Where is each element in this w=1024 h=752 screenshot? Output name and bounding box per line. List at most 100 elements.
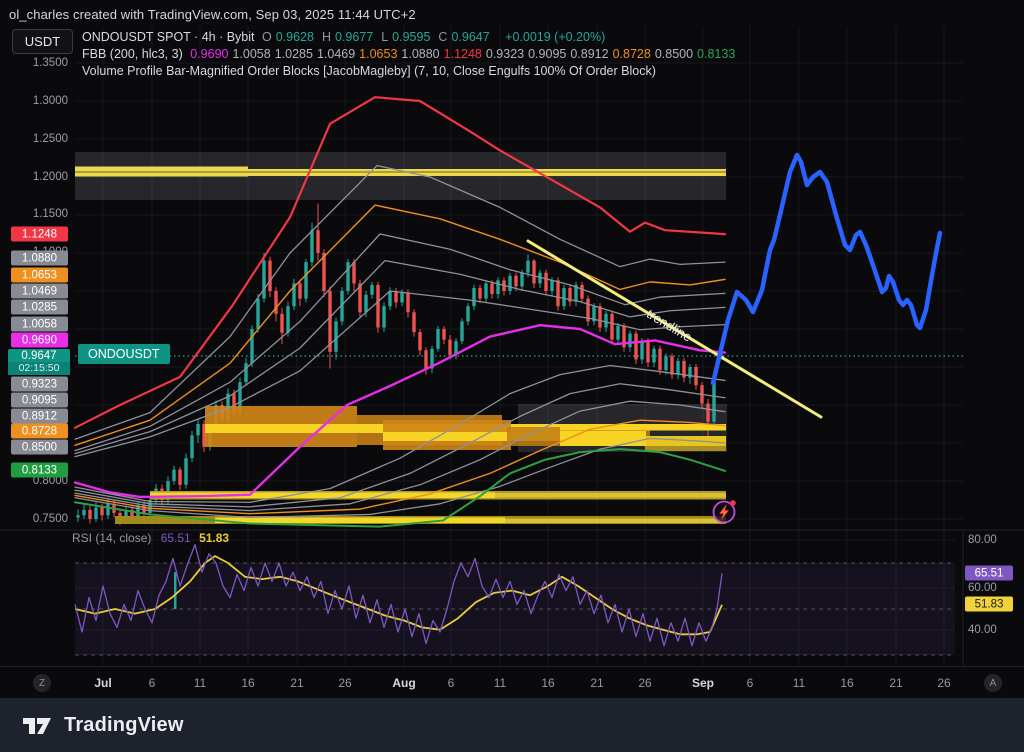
candle-body — [286, 306, 290, 333]
price-scale-label: 1.2000 — [32, 171, 68, 183]
candle-body — [592, 306, 596, 322]
candle-body — [562, 287, 566, 307]
fbb-value: 1.0653 — [359, 47, 398, 61]
candle-body — [586, 298, 590, 322]
rsi-scale-label: 80.00 — [968, 534, 997, 546]
fbb-value: 0.8728 — [612, 47, 651, 61]
candle-body — [280, 313, 284, 333]
candle-body — [682, 360, 686, 378]
candle-body — [628, 333, 632, 348]
candle-body — [520, 272, 524, 287]
candle-body — [460, 321, 464, 342]
time-tick: 16 — [541, 676, 555, 690]
fbb-band-lower4 — [74, 419, 726, 515]
candle-body — [466, 306, 470, 322]
fbb-value: 0.8133 — [697, 47, 736, 61]
price-badge: 0.9095 — [11, 392, 68, 408]
fbb-band-upper1 — [74, 290, 726, 458]
time-tick: 11 — [792, 676, 806, 690]
candle-body — [232, 393, 236, 413]
adjust-button[interactable]: A — [984, 674, 1002, 692]
fbb-value: 0.9095 — [528, 47, 567, 61]
candle-body — [484, 283, 488, 299]
candle-body — [430, 348, 434, 369]
rsi-legend[interactable]: RSI (14, close) 65.51 51.83 — [72, 531, 229, 545]
candle-body — [88, 509, 92, 519]
blue-projection-drawing[interactable] — [710, 152, 943, 386]
fbb-value: 1.0469 — [316, 47, 356, 61]
time-tick: 16 — [241, 676, 255, 690]
time-axis[interactable]: Z Jul 6 11 16 21 26 Aug 6 11 16 21 26 Sep 6 11 16 21 26 A — [0, 666, 1024, 698]
candle-body — [130, 509, 134, 518]
volume-profile-title: Volume Profile Bar-Magnified Order Block… — [82, 64, 656, 78]
price-badge: 0.8728 — [11, 423, 68, 439]
candle-body — [640, 341, 644, 360]
candle-body — [364, 294, 368, 313]
fbb-band-lower1 — [74, 364, 726, 503]
candle-body — [316, 230, 320, 253]
candle-body — [418, 332, 422, 351]
price-badge: 0.9323 — [11, 376, 68, 392]
rsi-scale-label: 60.00 — [968, 582, 997, 594]
timezone-button[interactable]: Z — [33, 674, 51, 692]
candle-body — [352, 262, 356, 284]
candle-body — [472, 287, 476, 307]
lightning-icon — [718, 504, 730, 520]
candle-body — [550, 280, 554, 291]
candle-body — [124, 509, 128, 521]
fbb-value: 0.9323 — [485, 47, 525, 61]
ohlc-values: O 0.9628 H 0.9677 L 0.9595 C 0.9647 — [262, 30, 498, 44]
fbb-band-lower5 — [74, 437, 726, 519]
order-block — [495, 493, 726, 498]
ohlc-value: L 0.9595 — [381, 30, 431, 44]
candle-body — [658, 348, 662, 371]
rsi-value-badge: 65.51 — [965, 565, 1013, 581]
candle-body — [508, 275, 512, 291]
rsi-title: RSI (14, close) — [72, 531, 152, 545]
symbol-legend-row[interactable]: ONDOUSDT SPOT · 4h · Bybit O 0.9628 H 0.967… — [82, 29, 743, 46]
fbb-value: 1.0285 — [274, 47, 313, 61]
order-block — [150, 492, 495, 498]
order-block — [215, 517, 505, 523]
symbol-title: ONDOUSDT SPOT · 4h · Bybit — [82, 30, 255, 44]
fbb-band-upper4 — [74, 204, 726, 446]
candle-body — [664, 356, 668, 371]
time-tick: 6 — [148, 676, 156, 690]
fbb-band-lower3 — [74, 400, 726, 512]
candle-body — [172, 469, 176, 481]
current-price-value: 0.9647 — [21, 350, 57, 362]
price-scale-label: 1.2500 — [32, 133, 68, 145]
candle-body — [688, 367, 692, 378]
candle-body — [478, 287, 482, 299]
candle-body — [604, 313, 608, 328]
time-tick: Jul — [94, 676, 112, 690]
price-badge: 0.8133 — [11, 462, 68, 478]
price-badge: 0.8500 — [11, 439, 68, 455]
fbb-legend-row[interactable]: FBB (200, hlc3, 3) 0.9690 1.0058 1.0285 1.0… — [82, 46, 743, 63]
candle-body — [670, 356, 674, 375]
rsi-scale-label: 40.00 — [968, 624, 997, 636]
candle-body — [454, 341, 458, 355]
candle-body — [676, 360, 680, 375]
candle-body — [436, 329, 440, 349]
currency-button[interactable]: USDT — [12, 29, 73, 54]
candle-body — [334, 321, 338, 352]
candle-body — [616, 325, 620, 340]
rsi-value: 65.51 — [160, 531, 191, 545]
header-credit: ol_charles created with TradingView.com,… — [9, 7, 416, 22]
candle-body — [376, 284, 380, 328]
rsi-ma-value: 51.83 — [199, 531, 230, 545]
volume-profile-legend-row[interactable]: Volume Profile Bar-Magnified Order Block… — [82, 63, 743, 80]
candle-countdown: 02:15:50 — [8, 362, 70, 375]
order-block — [560, 424, 726, 431]
trendline-drawing[interactable] — [526, 239, 823, 419]
candle-body — [274, 291, 278, 314]
candle-body — [322, 253, 326, 291]
price-scale-label: 1.1500 — [32, 208, 68, 220]
time-tick: 26 — [338, 676, 352, 690]
fbb-band-lower6 — [74, 448, 726, 528]
time-tick: Aug — [392, 676, 416, 690]
time-tick: 11 — [493, 676, 507, 690]
